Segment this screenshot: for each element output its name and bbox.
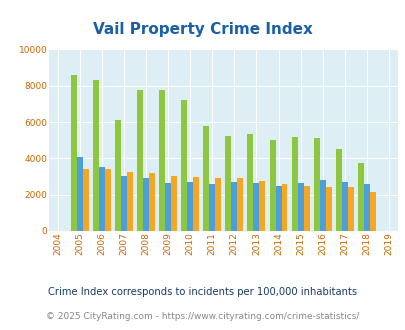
Bar [181,100,187,231]
Bar [303,185,309,231]
Bar [121,176,126,231]
Bar [225,136,231,231]
Text: Crime Index corresponds to incidents per 100,000 inhabitants: Crime Index corresponds to incidents per… [48,287,357,297]
Bar [357,163,363,231]
Bar [313,138,319,231]
Bar [193,178,198,231]
Bar [269,140,275,231]
Bar [77,156,83,231]
Bar [126,172,132,231]
Bar [341,182,347,231]
Bar [253,183,259,231]
Bar [237,178,243,231]
Bar [347,187,353,231]
Text: © 2025 CityRating.com - https://www.cityrating.com/crime-statistics/: © 2025 CityRating.com - https://www.city… [46,312,359,321]
Bar [83,169,88,231]
Bar [247,134,253,231]
Bar [369,192,375,231]
Bar [215,178,221,231]
Bar [149,173,155,231]
Bar [159,90,165,231]
Text: Vail Property Crime Index: Vail Property Crime Index [93,22,312,37]
Bar [319,180,325,231]
Bar [70,75,77,231]
Bar [104,169,111,231]
Bar [93,80,98,231]
Bar [115,120,121,231]
Bar [187,182,193,231]
Bar [209,184,215,231]
Bar [335,149,341,231]
Bar [291,137,297,231]
Bar [143,178,149,231]
Bar [203,126,209,231]
Bar [363,184,369,231]
Bar [325,186,331,231]
Bar [231,182,237,231]
Bar [281,184,287,231]
Bar [259,181,265,231]
Bar [171,176,177,231]
Bar [136,90,143,231]
Bar [297,183,303,231]
Bar [165,183,171,231]
Bar [98,167,104,231]
Bar [275,185,281,231]
